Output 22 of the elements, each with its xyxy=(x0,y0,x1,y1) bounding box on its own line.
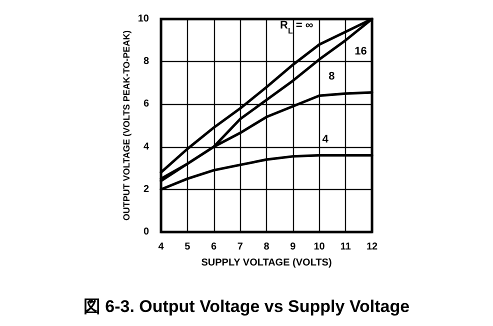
y-tick-label: 10 xyxy=(138,14,150,24)
x-axis-title: SUPPLY VOLTAGE (VOLTS) xyxy=(201,258,332,268)
series-label: 16 xyxy=(354,45,367,58)
x-tick-label: 10 xyxy=(314,242,326,252)
x-tick-label: 5 xyxy=(184,242,191,252)
y-axis-title: OUTPUT VOLTAGE (VOLTS PEAK-TO-PEAK) xyxy=(122,30,132,221)
x-tick-label: 9 xyxy=(290,242,296,252)
y-tick-label: 8 xyxy=(143,56,150,68)
series-label: 4 xyxy=(322,133,330,146)
y-tick-label: 4 xyxy=(143,141,150,152)
series-label: 8 xyxy=(328,70,335,83)
x-tick-label: 4 xyxy=(158,242,164,252)
x-tick-label: 11 xyxy=(340,242,352,252)
x-tick-label: 7 xyxy=(237,242,244,252)
text: 図 6-3. Output Voltage vs Supply Voltage xyxy=(83,297,410,316)
x-tick-label: 8 xyxy=(264,242,270,252)
y-tick-label: 2 xyxy=(143,184,150,195)
y-tick-label: 6 xyxy=(143,98,150,110)
series-label: R$_{L}$ = ∞ xyxy=(280,20,314,36)
x-tick-label: 12 xyxy=(366,242,378,252)
x-tick-label: 6 xyxy=(210,242,217,252)
y-tick-label: 0 xyxy=(143,226,150,238)
